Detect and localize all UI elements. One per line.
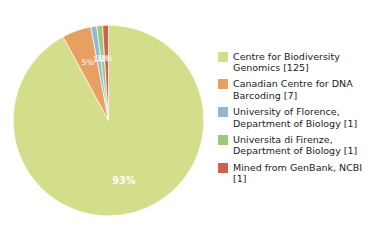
svg-text:93%: 93% [112,175,136,186]
svg-text:1%: 1% [100,54,112,63]
